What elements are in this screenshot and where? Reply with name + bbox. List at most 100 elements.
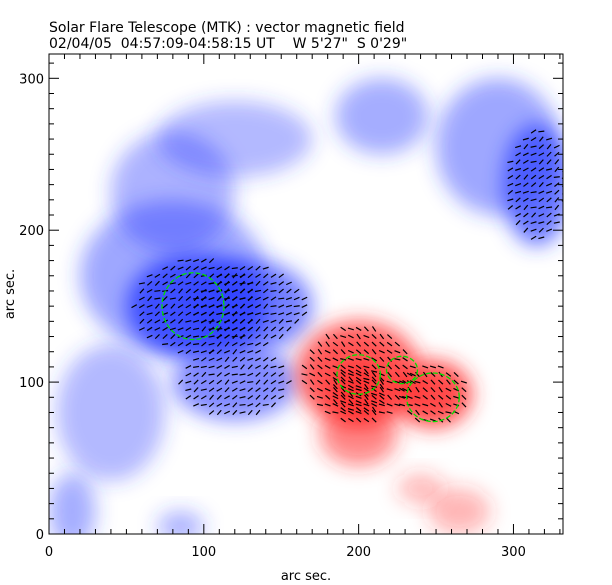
field-vector — [200, 288, 207, 294]
field-vector — [333, 399, 338, 405]
field-vector — [185, 388, 192, 391]
field-vector — [193, 335, 200, 338]
field-vector — [309, 379, 315, 385]
field-vector — [301, 311, 308, 317]
field-vector — [507, 189, 514, 195]
field-vector — [347, 410, 354, 415]
field-vector — [438, 402, 443, 408]
field-vector — [554, 151, 560, 157]
field-vector — [317, 364, 323, 370]
field-vector — [430, 410, 436, 415]
field-vector — [523, 174, 529, 180]
field-vector — [185, 311, 192, 316]
field-vector — [429, 365, 437, 369]
field-vector — [247, 304, 254, 308]
field-vector — [193, 288, 199, 294]
field-vector — [422, 380, 429, 385]
field-vector — [208, 357, 215, 362]
field-vector — [185, 296, 192, 301]
y-tick-label: 100 — [19, 376, 44, 391]
field-vector — [386, 388, 393, 392]
field-vector — [208, 320, 215, 323]
field-vector — [363, 326, 369, 332]
field-vector — [200, 403, 207, 406]
field-vector — [263, 273, 269, 279]
field-vector — [301, 373, 308, 376]
field-vector — [394, 380, 401, 384]
field-vector — [231, 267, 238, 270]
field-vector — [515, 167, 522, 171]
field-vector — [538, 236, 545, 240]
field-vector — [278, 395, 285, 400]
field-vector — [324, 410, 331, 415]
field-vector — [208, 296, 215, 301]
field-vector — [301, 364, 308, 370]
field-vector — [363, 341, 370, 347]
field-vector — [355, 357, 362, 361]
field-vector — [263, 303, 269, 309]
field-vector — [278, 318, 284, 324]
field-vector — [224, 379, 230, 385]
field-vector — [522, 167, 529, 172]
field-vector — [177, 349, 184, 354]
field-vector — [429, 418, 436, 422]
field-vector — [263, 288, 269, 294]
field-vector — [398, 395, 406, 399]
field-vector — [146, 274, 153, 278]
field-vector — [185, 259, 192, 263]
positive-field-region — [319, 404, 398, 466]
field-vector — [185, 320, 192, 323]
field-vector — [445, 402, 452, 407]
field-vector — [255, 296, 261, 301]
field-vector — [324, 387, 331, 392]
field-vector — [332, 411, 339, 414]
field-vector — [170, 319, 176, 324]
field-vector — [316, 387, 323, 392]
field-vector — [285, 320, 293, 323]
field-vector — [247, 319, 254, 324]
field-vector — [523, 182, 529, 187]
field-vector — [347, 334, 354, 339]
field-vector — [348, 399, 354, 405]
field-vector — [546, 190, 553, 194]
field-vector — [371, 385, 378, 388]
field-vector — [216, 357, 223, 362]
field-vector — [538, 182, 544, 188]
field-vector — [394, 403, 401, 407]
field-vector — [208, 342, 215, 346]
field-vector — [515, 205, 521, 210]
field-vector — [340, 387, 346, 393]
field-vector — [309, 356, 315, 362]
field-vector — [200, 305, 207, 308]
field-vector — [546, 151, 552, 157]
field-vector — [316, 403, 323, 407]
field-vector — [263, 364, 269, 370]
field-vector — [278, 281, 285, 286]
field-vector — [270, 289, 277, 292]
field-vector — [200, 380, 207, 385]
field-vector — [522, 197, 529, 202]
field-vector — [255, 394, 261, 400]
field-vector — [387, 394, 393, 400]
field-vector — [445, 411, 452, 414]
field-vector — [332, 392, 339, 397]
field-vector — [185, 326, 192, 332]
field-vector — [437, 410, 444, 415]
negative-field-region — [49, 473, 96, 534]
field-vector — [154, 289, 161, 292]
field-vector — [193, 297, 200, 300]
field-vector — [193, 365, 200, 368]
field-vector — [402, 371, 408, 378]
field-vector — [262, 312, 269, 315]
field-vector — [162, 281, 168, 286]
field-vector — [263, 371, 269, 378]
field-vector — [394, 358, 401, 361]
field-vector — [371, 417, 377, 423]
field-vector — [414, 380, 421, 384]
field-vector — [387, 371, 392, 378]
negative-field-region — [157, 511, 204, 534]
field-vector — [254, 289, 262, 293]
field-vector — [461, 402, 467, 408]
field-vector — [332, 357, 339, 362]
